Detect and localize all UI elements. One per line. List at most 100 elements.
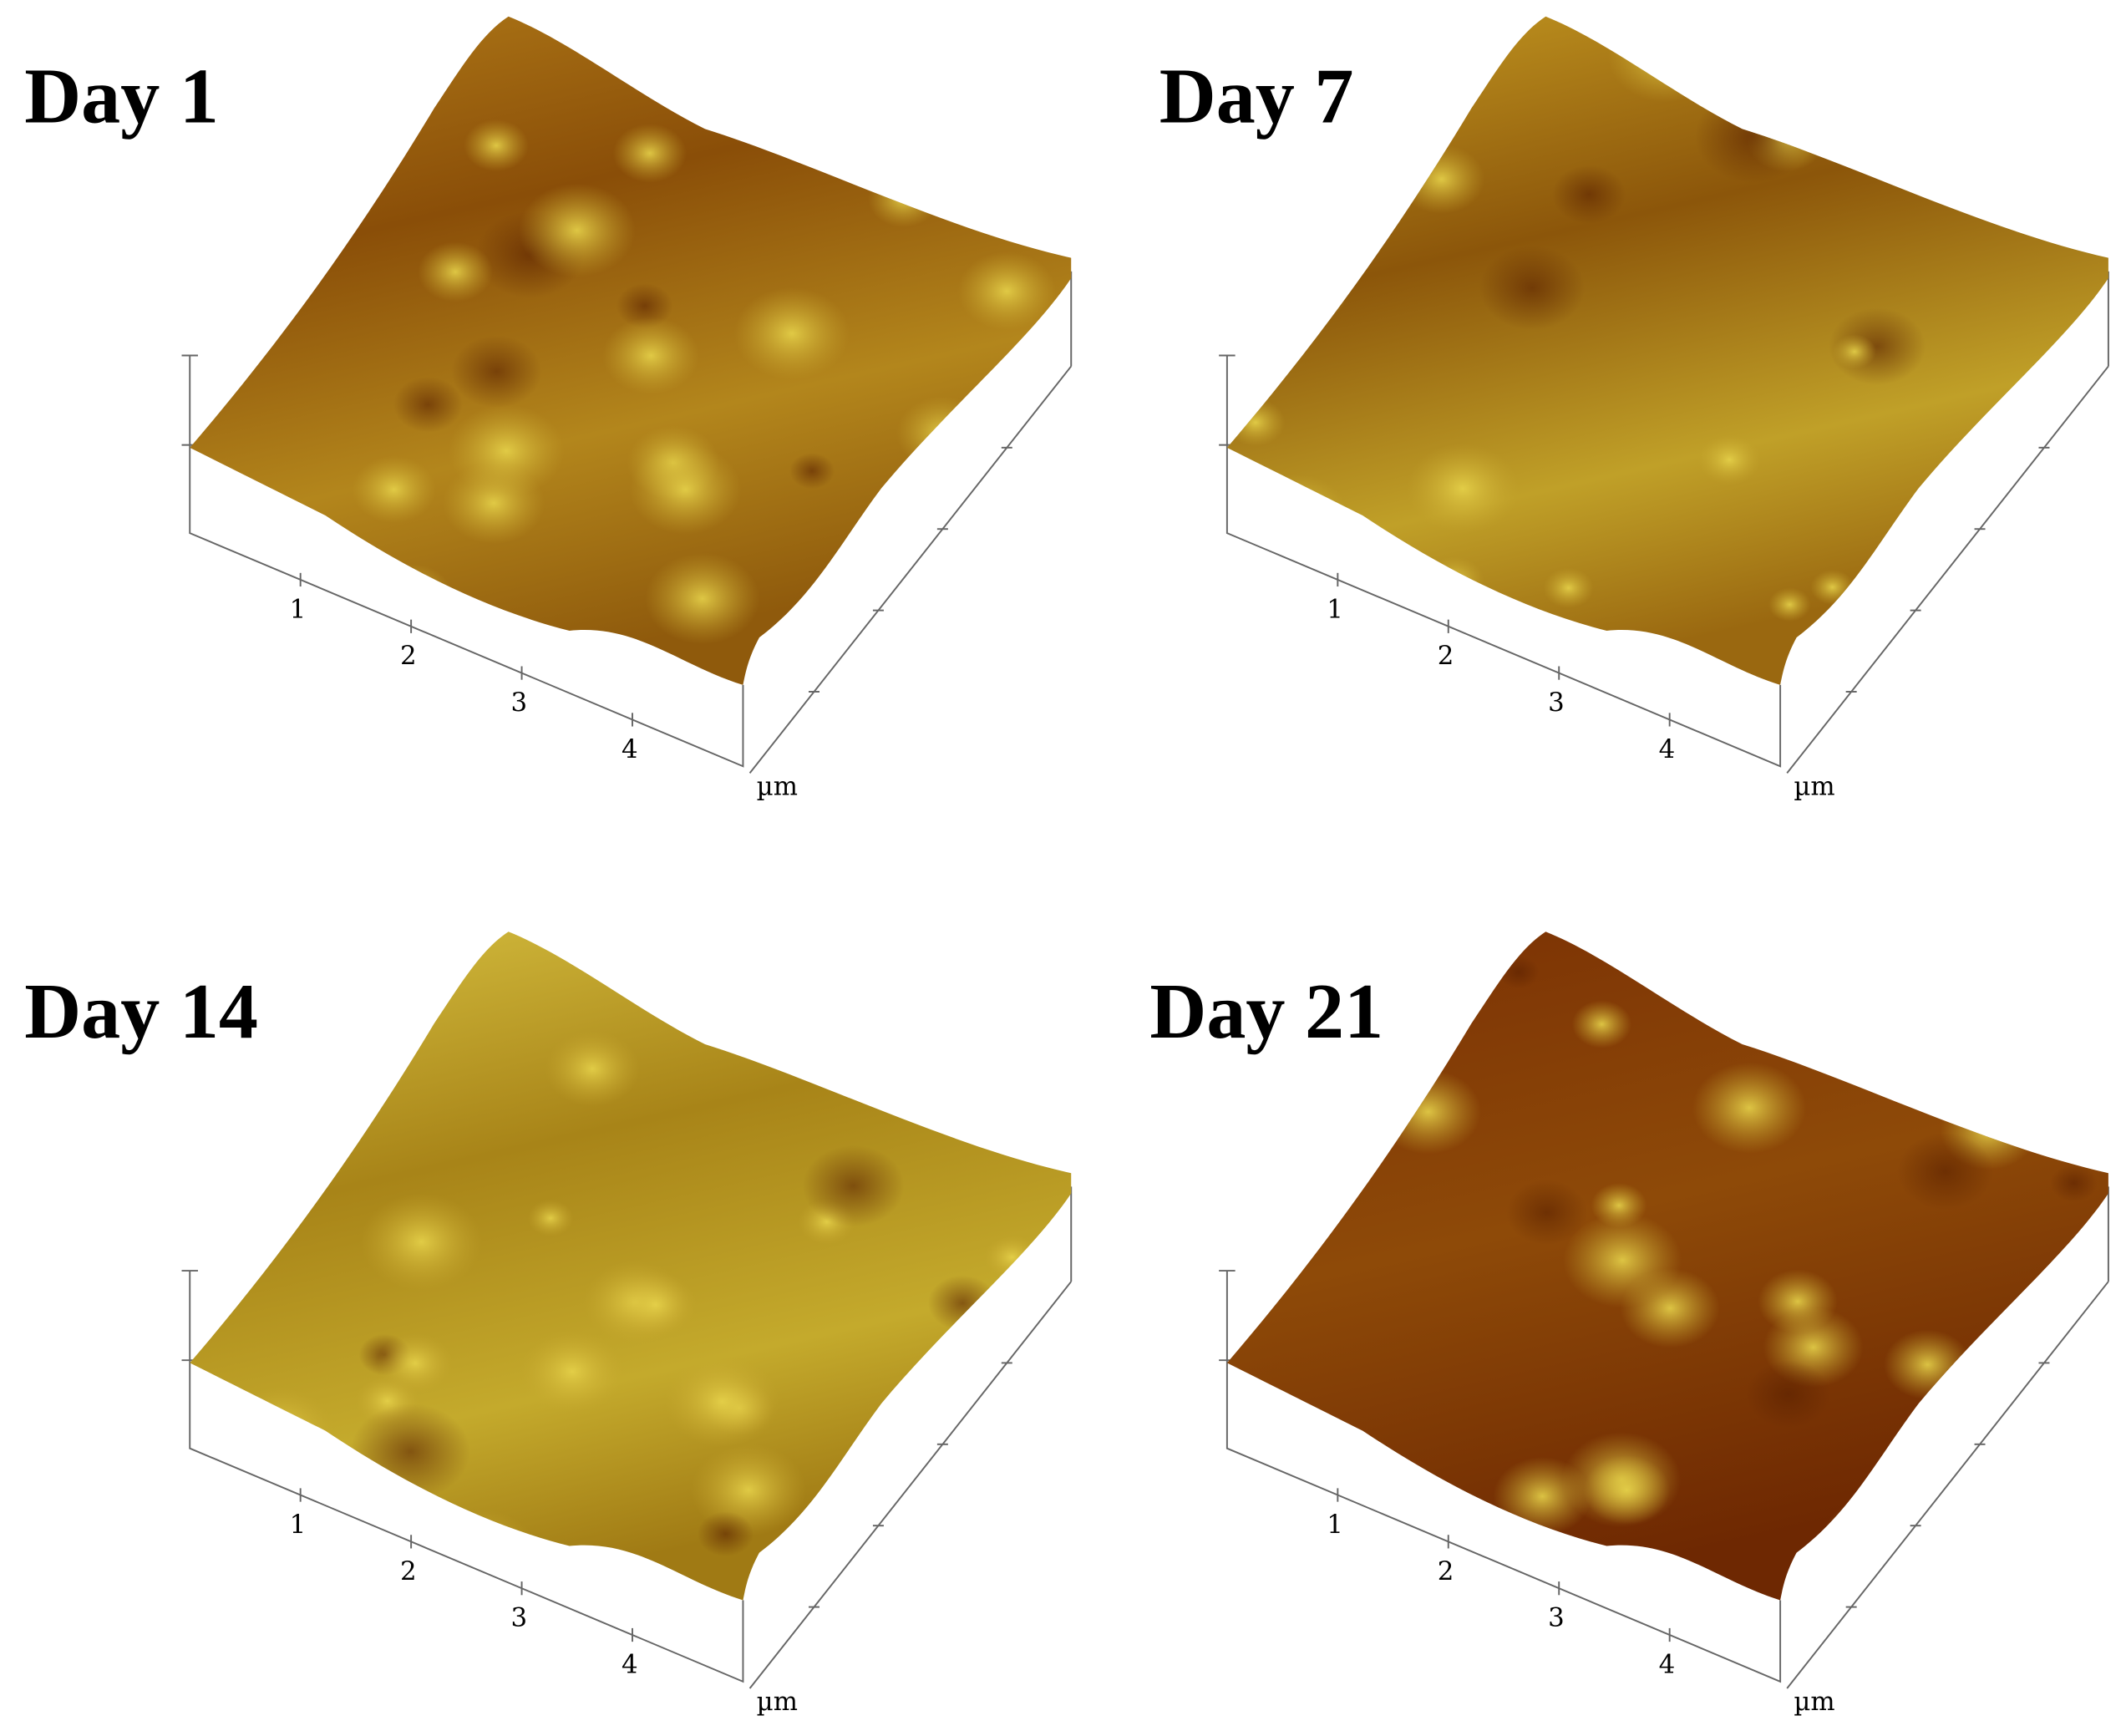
surface-bump <box>373 564 453 627</box>
surface-bump <box>360 1193 483 1291</box>
surface-bump <box>927 1275 997 1331</box>
surface-bump <box>602 317 700 395</box>
surface-bump <box>1563 1212 1682 1308</box>
surface-bump <box>1810 569 1855 605</box>
surface-bump <box>1694 90 1811 183</box>
surface-bump <box>448 404 565 498</box>
surface-bump <box>789 453 835 490</box>
surface-bump <box>1543 567 1594 608</box>
surface-bump <box>1249 474 1347 553</box>
panel: 1 2 3 4 µm <box>181 16 1073 801</box>
afm-surface <box>1226 16 2108 685</box>
x-tick-label: 4 <box>622 734 638 764</box>
surface-bump <box>1936 520 2058 617</box>
surface-bump <box>281 1052 378 1129</box>
surface-bump <box>896 396 989 470</box>
surface-bump <box>451 335 542 409</box>
surface-bump <box>868 170 940 228</box>
surface-bump <box>972 943 1072 1026</box>
surface-bump <box>938 1474 1035 1551</box>
surface-bump <box>520 1330 625 1414</box>
surface-bump <box>1312 1058 1402 1131</box>
surface-bump <box>2018 480 2094 541</box>
x-tick-label: 3 <box>511 688 528 718</box>
panel-title: Day 21 <box>1149 968 1383 1055</box>
surface-bump <box>1493 1457 1592 1536</box>
surface-bump <box>196 1114 282 1182</box>
surface-bump <box>1583 1455 1670 1525</box>
surface-bump <box>802 1145 905 1227</box>
surface-bump <box>616 283 673 329</box>
surface-bump <box>464 119 529 172</box>
panel-title: Day 7 <box>1159 53 1354 140</box>
x-tick-label: 3 <box>511 1603 528 1633</box>
surface-bump <box>352 455 436 524</box>
surface-bump <box>1897 1133 1994 1211</box>
surface-bump <box>1938 78 2046 164</box>
x-tick-label: 2 <box>1438 641 1454 671</box>
surface-bump <box>223 183 310 252</box>
surface-bump <box>1406 443 1520 534</box>
surface-bump <box>527 1200 574 1236</box>
x-tick-label: 1 <box>1327 1510 1343 1540</box>
surface-bump <box>1591 1183 1647 1228</box>
surface-bump <box>2052 984 2108 1045</box>
surface-texture <box>190 58 1057 645</box>
surface-bump <box>1692 1062 1807 1154</box>
surface-bump <box>518 183 636 277</box>
surface-bump <box>1571 1000 1632 1048</box>
surface-bump <box>733 287 850 380</box>
surface-bump <box>1239 184 1286 221</box>
x-tick-label: 2 <box>400 641 417 671</box>
surface-bump <box>665 1356 779 1448</box>
x-tick-label: 3 <box>1548 688 1565 718</box>
surface-bump <box>645 552 760 645</box>
surface-bump <box>1833 334 1876 369</box>
surface-bump <box>854 94 937 161</box>
surface-bump <box>418 241 494 302</box>
surface-bump <box>614 1272 697 1338</box>
surface-bump <box>1424 556 1484 605</box>
surface-bump <box>1936 1425 2058 1523</box>
surface-bump <box>697 1511 754 1557</box>
surface-bump <box>1979 1392 2083 1475</box>
surface-bump <box>226 1388 334 1475</box>
surface-bump <box>1941 541 2054 632</box>
surface-bump <box>612 124 687 183</box>
surface-bump <box>983 1235 1040 1280</box>
panel-title: Day 1 <box>24 53 219 140</box>
surface-bump <box>1398 144 1485 214</box>
surface-bump <box>2050 1164 2098 1202</box>
x-tick-label: 2 <box>1438 1556 1454 1586</box>
surface-bump <box>1226 398 1286 447</box>
surface-bump <box>393 377 463 433</box>
unit-label: µm <box>757 771 798 801</box>
surface-bump <box>957 251 1057 331</box>
x-tick-label: 3 <box>1548 1603 1565 1633</box>
surface-bump <box>1884 1329 1971 1400</box>
x-tick-label: 1 <box>290 594 307 624</box>
surface-bump <box>1506 1180 1588 1246</box>
surface-bump <box>1607 16 1723 103</box>
unit-label: µm <box>1794 1687 1834 1717</box>
surface-bump <box>545 1031 640 1107</box>
surface-bump <box>1768 587 1811 622</box>
x-tick-label: 4 <box>1659 734 1676 764</box>
surface-bump <box>1746 1360 1830 1429</box>
surface-bump <box>1290 625 1349 673</box>
surface-bump <box>946 58 1017 116</box>
x-tick-label: 1 <box>1327 594 1343 624</box>
unit-label: µm <box>757 1687 798 1717</box>
surface-bump <box>1292 276 1347 319</box>
surface-bump <box>629 444 742 535</box>
surface-bump <box>1822 1497 1927 1582</box>
surface-bump <box>1697 434 1761 485</box>
surface-bump <box>287 1003 329 1038</box>
surface-bump <box>1498 955 1540 989</box>
panel-title: Day 14 <box>24 968 258 1055</box>
surface-bump <box>1552 165 1626 225</box>
surface-bump <box>1951 119 2071 215</box>
x-tick-label: 2 <box>400 1556 417 1586</box>
x-tick-label: 1 <box>290 1510 307 1540</box>
